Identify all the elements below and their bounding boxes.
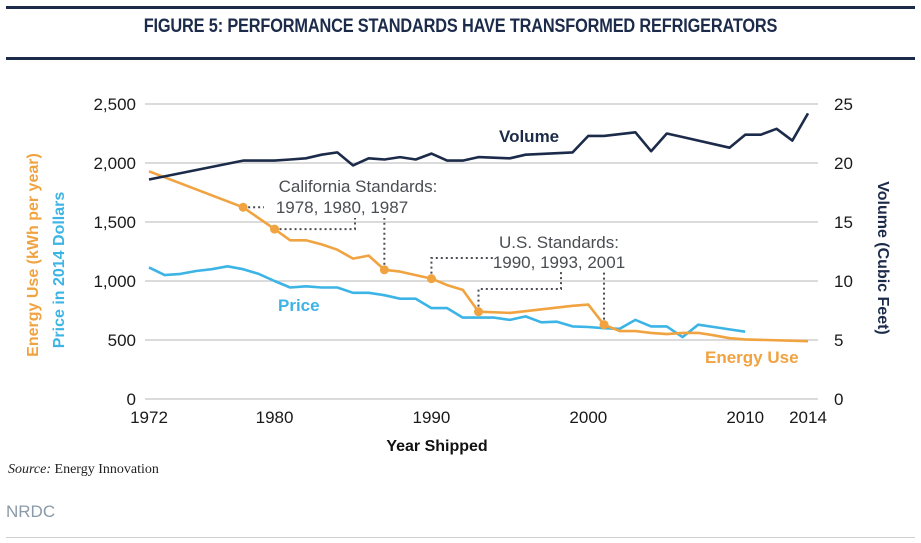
y-right-tick-label: 10: [834, 272, 853, 291]
y-right-tick-label: 25: [834, 95, 853, 114]
figure-title: FIGURE 5: PERFORMANCE STANDARDS HAVE TRA…: [143, 16, 778, 37]
y-left-tick-label: 1,500: [93, 213, 136, 232]
source-label: Source:: [8, 462, 52, 477]
annotation-us-line1: U.S. Standards:: [499, 233, 619, 252]
series-lines: [148, 112, 810, 343]
annotation-us-line2: 1990, 1993, 2001: [493, 253, 625, 272]
x-tick-label: 2010: [726, 408, 764, 427]
series-label-price: Price: [278, 296, 320, 315]
y-right-tick-label: 0: [834, 390, 843, 409]
standard-marker: [474, 307, 483, 317]
y-right-tick-label: 5: [834, 331, 843, 350]
standard-marker: [599, 320, 609, 330]
source-text: Energy Innovation: [54, 462, 159, 477]
line-chart: 0 500 1,000 1,500 2,000 2,500 0 5 10 15 20 25 1972…: [25, 95, 891, 455]
series-label-energy: Energy Use: [705, 348, 799, 367]
y-axis-left-title-price: Price in 2014 Dollars: [51, 192, 68, 349]
y-right-tick-label: 20: [834, 154, 853, 173]
standard-marker: [270, 224, 280, 234]
annotation-california-line2: 1978, 1980, 1987: [276, 198, 408, 217]
title-rule: [6, 57, 915, 60]
series-line-price: [148, 264, 746, 339]
source-note: Source: Energy Innovation: [8, 462, 159, 478]
x-tick-label: 2000: [569, 408, 607, 427]
credit-text: NRDC: [6, 502, 56, 521]
x-tick-label: 1990: [413, 408, 451, 427]
y-left-tick-label: 0: [127, 390, 136, 409]
standard-marker: [379, 265, 389, 275]
y-left-tick-label: 2,500: [93, 95, 136, 114]
annotation-leader-line: [477, 272, 562, 312]
x-axis-ticks: 1972 1980 1990 2000 2010 2014: [130, 408, 827, 427]
bottom-rule: [6, 537, 915, 538]
y-left-tick-label: 2,000: [93, 154, 136, 173]
standard-marker: [238, 202, 248, 212]
series-markers: [238, 202, 609, 330]
series-line-volume: [148, 112, 810, 181]
y-right-tick-label: 15: [834, 213, 853, 232]
gridlines: [145, 103, 818, 400]
x-tick-label: 1972: [130, 408, 168, 427]
series-label-volume: Volume: [499, 127, 559, 146]
x-tick-label: 1980: [256, 408, 294, 427]
annotation-leader-line: [430, 257, 494, 279]
x-axis-title: Year Shipped: [386, 438, 487, 455]
annotation-leader-line: [274, 218, 356, 231]
x-tick-label: 2014: [789, 408, 827, 427]
y-axis-left-ticks: 0 500 1,000 1,500 2,000 2,500: [93, 95, 136, 409]
y-left-tick-label: 1,000: [93, 272, 136, 291]
annotation-leaders: [243, 206, 606, 325]
top-rule: [6, 6, 915, 9]
series-line-energy-use: [148, 170, 809, 343]
y-axis-left-title-energy: Energy Use (kWh per year): [25, 153, 42, 357]
y-axis-right-ticks: 0 5 10 15 20 25: [834, 95, 853, 409]
y-left-tick-label: 500: [108, 331, 136, 350]
standard-marker: [426, 274, 436, 284]
annotation-california-line1: California Standards:: [279, 177, 438, 196]
y-axis-right-title: Volume (Cubic Feet): [874, 181, 891, 335]
